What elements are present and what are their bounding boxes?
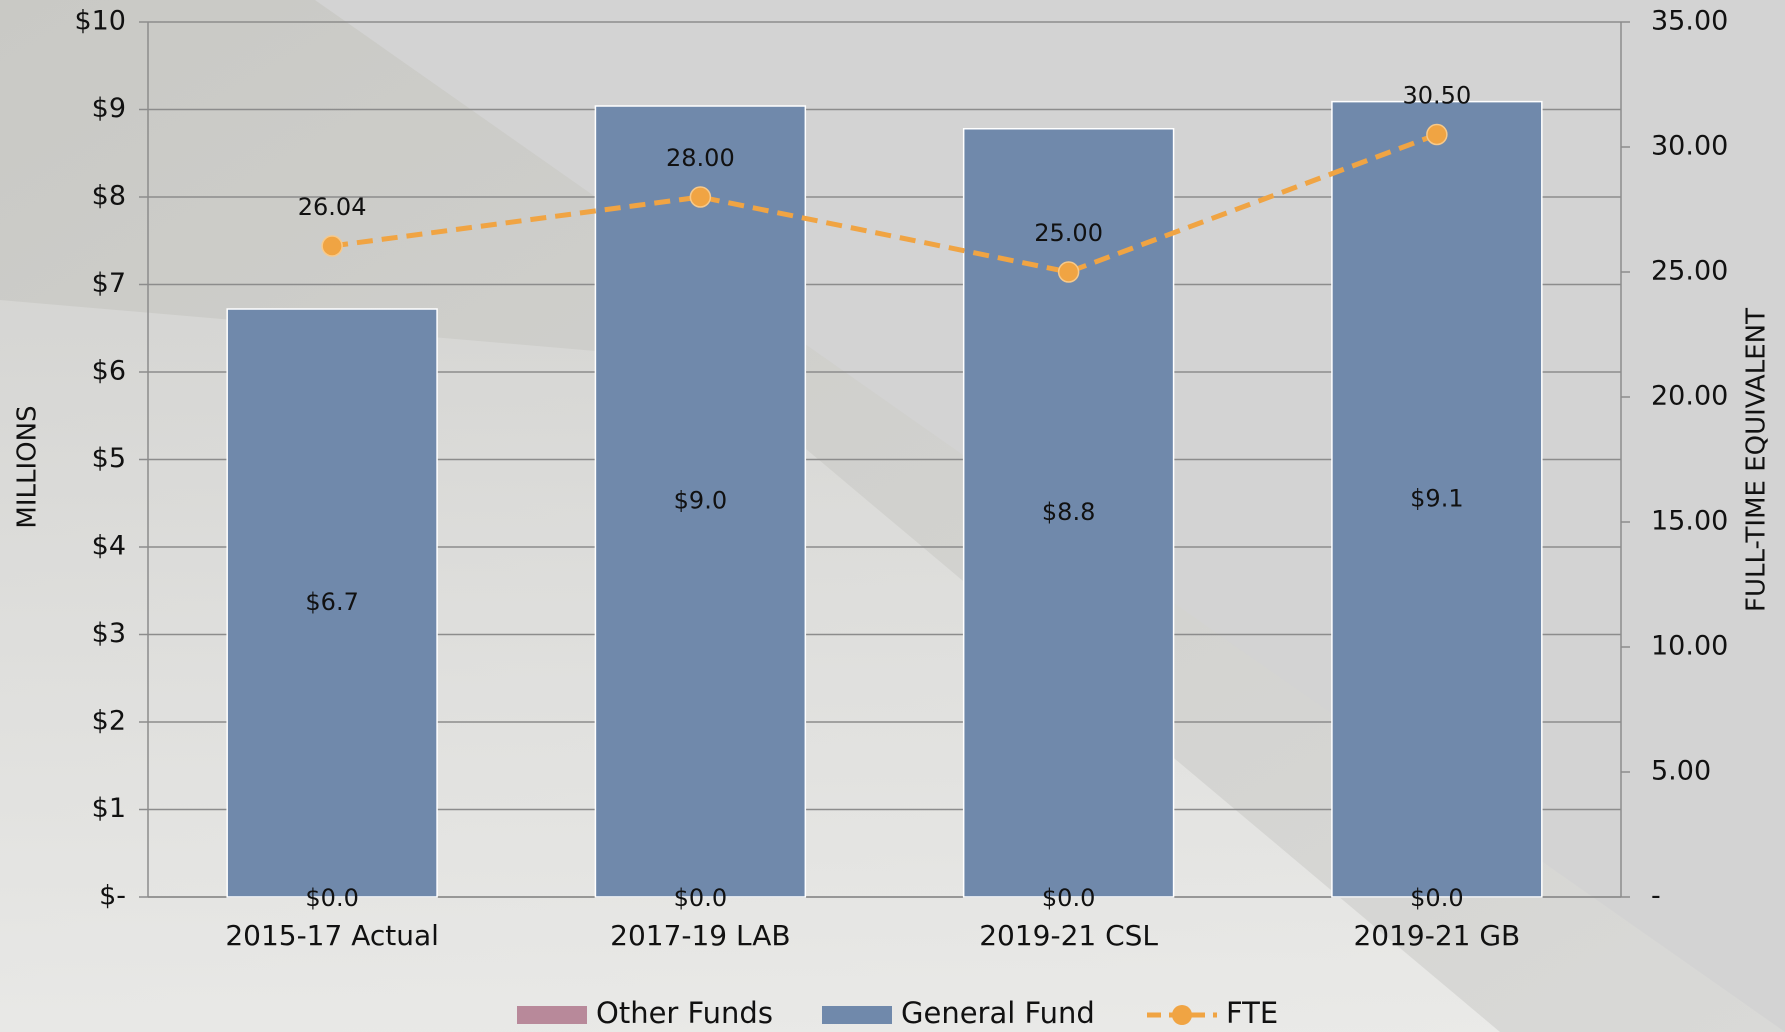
point [321,235,343,257]
data-label: $6.7 [305,588,358,616]
data-label: $0.0 [1042,884,1095,912]
y-tick-label: $1 [92,793,126,824]
y-tick-label: $2 [92,706,126,737]
y-tick-label: $7 [92,268,126,299]
bar [594,105,807,898]
y2-tick-label: 5.00 [1651,756,1711,787]
point [1057,261,1080,283]
line [331,132,1438,275]
data-label: 30.50 [1403,82,1472,110]
y2-tick-label: 15.00 [1651,506,1728,537]
legend-swatch [517,1006,587,1024]
y-tick-label: $5 [92,443,126,474]
bar [226,308,438,898]
y-tick-label: $4 [92,531,126,562]
y-tick-label: $3 [92,618,126,649]
point [689,186,712,208]
x-tick-label: 2017-19 LAB [610,919,791,952]
y-tick-label: $6 [92,356,126,387]
y2-tick-label: 25.00 [1651,256,1728,287]
data-label: $0.0 [674,884,727,912]
y-tick-label: $8 [92,181,126,212]
legend-swatch [1172,1005,1192,1025]
y2-tick-label: 35.00 [1651,6,1728,37]
legend-label: General Fund [901,996,1095,1030]
point [1426,123,1448,146]
y2-tick-label: 10.00 [1651,631,1728,662]
y2-tick-label: 30.00 [1651,131,1728,162]
x-tick-label: 2015-17 Actual [225,919,439,952]
data-label: $9.0 [674,487,727,515]
x-tick-label: 2019-21 GB [1353,919,1520,952]
x-tick-label: 2019-21 CSL [979,919,1158,952]
y2-tick-label: - [1651,881,1661,912]
data-label: 28.00 [666,144,735,172]
legend-label: FTE [1226,996,1278,1030]
y2-axis-title: FULL-TIME EQUIVALENT [1742,308,1772,612]
y2-tick-label: 20.00 [1651,381,1728,412]
data-label: 26.04 [298,193,367,221]
legend-swatch [822,1006,892,1024]
bar [1331,100,1543,898]
data-label: 25.00 [1034,219,1103,247]
y-axis-title: MILLIONS [13,405,43,528]
data-label: $9.1 [1410,484,1463,512]
y-tick-label: $9 [92,93,126,124]
data-label: $8.8 [1042,498,1095,526]
y-tick-label: $- [99,881,126,912]
data-label: $0.0 [305,884,358,912]
y-tick-label: $10 [74,6,126,37]
legend-label: Other Funds [596,996,773,1030]
data-label: $0.0 [1410,884,1463,912]
